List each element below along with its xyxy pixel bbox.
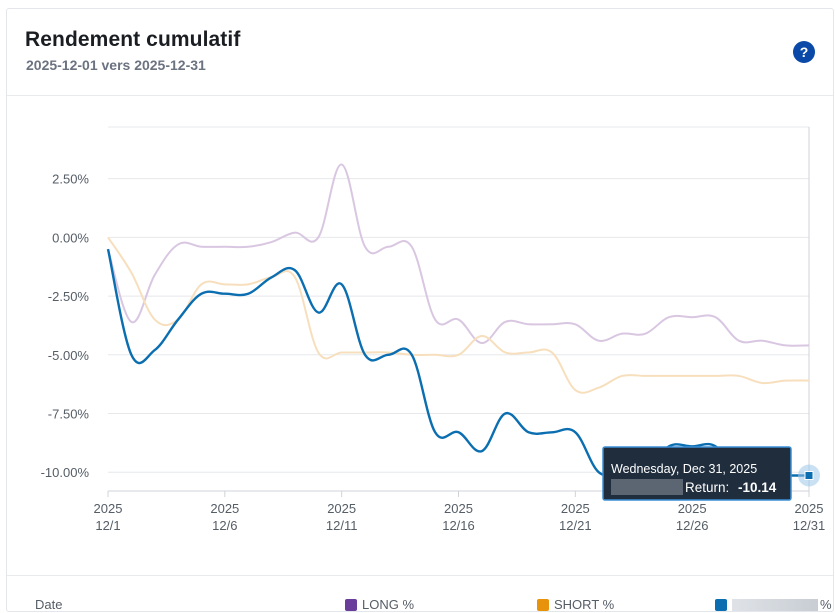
- legend-masked-name: [732, 598, 818, 611]
- x-tick-date: 12/11: [326, 518, 358, 533]
- x-tick-year: 2025: [327, 501, 356, 516]
- chart-header: Rendement cumulatif 2025-12-01 vers 2025…: [7, 9, 833, 96]
- x-tick-date: 12/31: [793, 518, 826, 533]
- legend-item-total[interactable]: %: [715, 597, 832, 612]
- x-tick-year: 2025: [795, 501, 824, 516]
- y-tick-label: 2.50%: [52, 172, 89, 187]
- chart-date-range: 2025-12-01 vers 2025-12-31: [26, 57, 206, 73]
- hover-point[interactable]: [804, 471, 814, 481]
- legend-date-label: Date: [35, 597, 63, 612]
- y-tick-label: 0.00%: [52, 230, 89, 245]
- tooltip-return-label: Return:: [685, 480, 729, 495]
- grid-lines: [108, 126, 810, 492]
- x-tick-date: 12/26: [676, 518, 709, 533]
- x-tick-date: 12/16: [442, 518, 475, 533]
- tooltip-masked-series: [611, 479, 683, 495]
- legend-item-short[interactable]: SHORT %: [537, 597, 615, 612]
- series-line-long[interactable]: [107, 163, 810, 347]
- tooltip-date: Wednesday, Dec 31, 2025: [611, 462, 757, 476]
- chart-title: Rendement cumulatif: [25, 28, 241, 51]
- x-tick-year: 2025: [444, 501, 473, 516]
- help-icon[interactable]: ?: [793, 41, 815, 63]
- chart-card: Rendement cumulatif 2025-12-01 vers 2025…: [6, 8, 834, 612]
- legend-label-short: SHORT %: [554, 597, 615, 612]
- legend-swatch-long: [345, 598, 357, 611]
- cumulative-return-chart: 2.50% 0.00% -2.50% -5.00% -7.50% -10.00% 2025…: [41, 126, 826, 533]
- hover-marker: [798, 464, 820, 487]
- legend-label-total: %: [820, 597, 832, 612]
- chart-legend: Date LONG % SHORT % %: [7, 575, 833, 612]
- legend-swatch-total: [715, 598, 727, 611]
- legend-label-long: LONG %: [362, 597, 415, 612]
- x-tick-date: 12/1: [95, 518, 120, 533]
- legend-item-long[interactable]: LONG %: [345, 597, 415, 612]
- x-tick-date: 12/21: [559, 518, 592, 533]
- legend-swatch-short: [537, 598, 549, 611]
- tooltip: Wednesday, Dec 31, 2025 Return: -10.14: [602, 446, 792, 501]
- series-lines: [106, 163, 810, 480]
- x-tick-year: 2025: [210, 501, 239, 516]
- y-tick-label: -5.00%: [48, 348, 90, 363]
- x-tick-date: 12/6: [212, 518, 237, 533]
- x-tick-year: 2025: [678, 501, 707, 516]
- y-tick-label: -10.00%: [41, 465, 90, 480]
- y-axis-ticks: 2.50% 0.00% -2.50% -5.00% -7.50% -10.00%: [41, 172, 90, 481]
- y-tick-label: -7.50%: [48, 407, 90, 422]
- series-line-total[interactable]: [106, 248, 809, 480]
- x-tick-year: 2025: [94, 501, 123, 516]
- x-axis-ticks: 2025 12/1 2025 12/6 2025 12/11 2025 12/16 2025 12…: [94, 491, 826, 533]
- y-tick-label: -2.50%: [48, 289, 90, 304]
- tooltip-return-value: -10.14: [738, 480, 777, 495]
- series-line-short[interactable]: [107, 236, 810, 394]
- x-tick-year: 2025: [561, 501, 590, 516]
